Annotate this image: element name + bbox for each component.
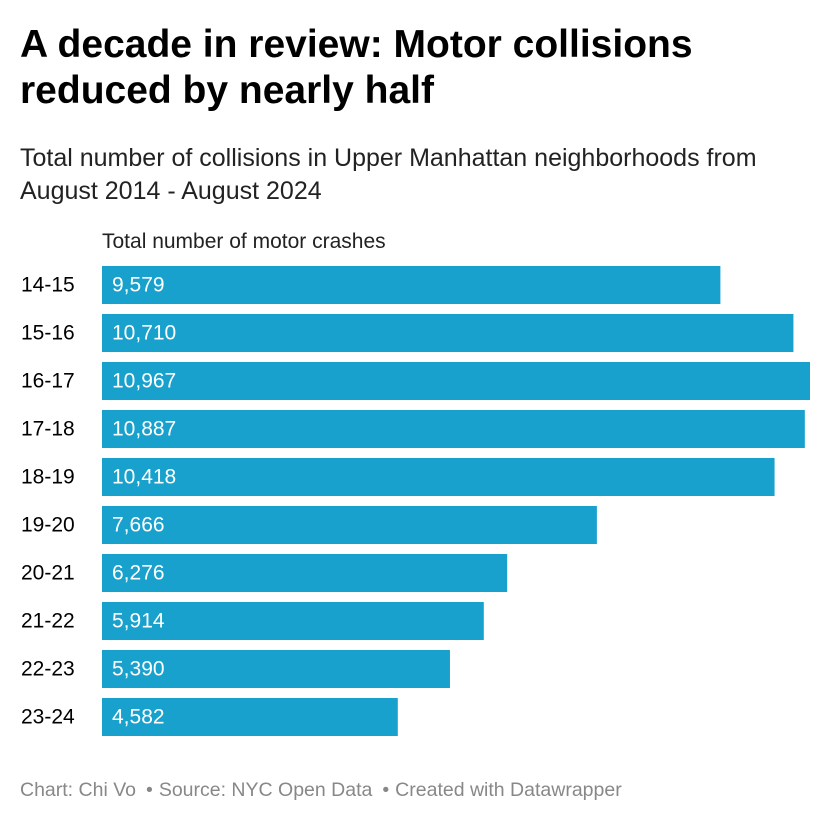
bar-value-label: 6,276 [112, 562, 165, 585]
footer-source: Source: NYC Open Data [158, 779, 373, 801]
bar-21-22 [102, 602, 484, 640]
footer-created-with: Created with Datawrapper [395, 779, 622, 801]
footer-separator: • [145, 779, 153, 801]
category-label: 16-17 [21, 370, 75, 393]
category-label: 15-16 [21, 322, 75, 345]
column-header: Total number of motor crashes [102, 230, 386, 253]
bar-16-17 [102, 362, 810, 400]
category-label: 20-21 [21, 562, 75, 585]
bar-value-label: 5,914 [112, 610, 165, 633]
bar-value-label: 9,579 [112, 274, 165, 297]
bar-20-21 [102, 554, 508, 592]
category-label: 22-23 [21, 658, 75, 681]
category-label: 17-18 [21, 418, 75, 441]
category-label: 21-22 [21, 610, 75, 633]
category-label: 23-24 [21, 706, 75, 729]
footer-chart-credit: Chart: Chi Vo [20, 779, 136, 801]
bar-14-15 [102, 266, 721, 304]
bar-23-24 [102, 698, 398, 736]
bar-value-label: 4,582 [112, 706, 165, 729]
category-label: 14-15 [21, 274, 75, 297]
footer-separator: • [382, 779, 390, 801]
bar-value-label: 5,390 [112, 658, 165, 681]
bar-value-label: 7,666 [112, 514, 165, 537]
bar-18-19 [102, 458, 775, 496]
bar-17-18 [102, 410, 805, 448]
bar-value-label: 10,967 [112, 370, 176, 393]
chart-subtitle: Total number of collisions in Upper Manh… [20, 144, 757, 205]
bar-19-20 [102, 506, 597, 544]
chart-footer: Chart: Chi Vo • Source: NYC Open Data • Crea… [20, 778, 622, 802]
bar-value-label: 10,710 [112, 322, 176, 345]
category-label: 19-20 [21, 514, 75, 537]
bar-value-label: 10,418 [112, 466, 176, 489]
bar-value-label: 10,887 [112, 418, 176, 441]
bar-22-23 [102, 650, 450, 688]
bar-15-16 [102, 314, 794, 352]
chart-title: A decade in review: Motor collisions red… [20, 23, 693, 112]
category-label: 18-19 [21, 466, 75, 489]
